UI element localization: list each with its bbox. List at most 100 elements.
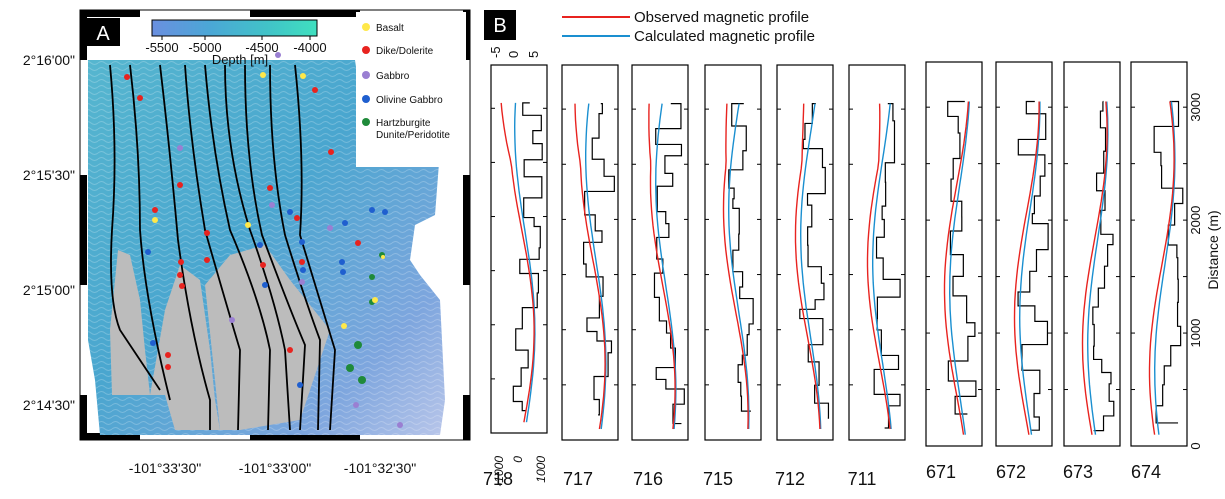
legend-marker [362, 71, 370, 79]
latitude-label: 2°15'30" [23, 167, 75, 183]
magnetization-steps [583, 103, 615, 416]
latitude-label: 2°14'30" [23, 397, 75, 413]
magnetization-steps [1153, 100, 1184, 424]
colorbar-tick-label: -5500 [145, 40, 178, 55]
distance-tick-label: 1000 [1188, 319, 1203, 348]
calculated-profile-line [585, 103, 607, 430]
legend-label: Basalt [376, 23, 404, 34]
bottom-axis-tick-label: -1000 [492, 456, 506, 487]
observed-profile-line [722, 103, 749, 430]
bottom-axis-tick-label: 1000 [534, 456, 548, 483]
profile-715: 715 [703, 64, 762, 489]
profile-673: 673 [1063, 61, 1121, 482]
top-axis-tick-label: 5 [526, 51, 541, 58]
panel-a-map: A -5500 -5000 -4500 -4000 Depth [m] Basalt D… [23, 9, 471, 476]
calculated-profile-line [1086, 101, 1109, 435]
calculated-profile-line [513, 102, 536, 423]
observed-profile-line [794, 103, 821, 430]
magnetization-steps [947, 100, 977, 415]
latitude-label: 2°15'00" [23, 282, 75, 298]
colorbar-tick-label: -5000 [188, 40, 221, 55]
profile-718: 718 [483, 64, 548, 489]
profile-frame [490, 64, 548, 434]
magnetization-steps [512, 102, 543, 412]
profile-legend: Observed magnetic profile Calculated magn… [562, 9, 815, 45]
panel-b-profiles: B Observed magnetic profile Calculated ma… [483, 9, 1221, 489]
observed-profile-line [1148, 101, 1175, 435]
profile-label: 717 [563, 469, 593, 489]
profile-panels: 718 717 716 715 712 711 671 672 673 674-5 0 5-1000 0… [483, 46, 1188, 489]
distance-tick-label: 3000 [1188, 93, 1203, 122]
distance-axis: 0 1000 2000 3000 [1188, 93, 1203, 450]
panel-b-label-box [484, 10, 516, 40]
profile-legend-label: Observed magnetic profile [634, 9, 809, 26]
colorbar-ticks: -5500 -5000 -4500 -4000 [145, 36, 327, 55]
calculated-profile-line [799, 103, 822, 430]
map-border-ticks [80, 10, 470, 440]
profile-frame [925, 61, 983, 447]
bottom-axis-tick-label: 0 [511, 456, 525, 463]
profile-711: 711 [848, 64, 906, 489]
observed-profile-line [943, 101, 970, 435]
colorbar-label: Depth [m] [212, 52, 268, 67]
sample-legend-box [356, 12, 466, 167]
calculated-profile-line [1153, 101, 1176, 435]
top-axis-tick-label: 0 [506, 51, 521, 58]
legend-marker [362, 118, 370, 126]
profile-label: 711 [848, 469, 877, 489]
legend-marker [362, 46, 370, 54]
calculated-profile-line [948, 101, 970, 435]
observed-profile-line [866, 103, 891, 430]
ship-tracks [109, 64, 336, 431]
observed-profile-line [648, 103, 676, 430]
panel-b-label: B [493, 15, 506, 37]
depth-colorbar [151, 19, 318, 37]
profile-frame [631, 64, 689, 441]
profile-716: 716 [631, 64, 689, 489]
profile-label: 712 [775, 469, 805, 489]
calculated-profile-line [872, 103, 892, 430]
magnetization-steps [1017, 100, 1049, 431]
profile-672: 672 [995, 61, 1053, 482]
profile-frame [561, 64, 619, 441]
observed-profile-line [1081, 101, 1108, 435]
legend-marker [362, 95, 370, 103]
profile-label: 716 [633, 469, 663, 489]
magnetization-steps [873, 103, 901, 429]
observed-profile-line [574, 103, 606, 430]
profile-label: 674 [1131, 462, 1161, 482]
distance-tick-label: 0 [1188, 442, 1203, 449]
longitude-labels: -101°33'30" -101°33'00" -101°32'30" [129, 460, 416, 476]
profile-718-axes: -5 0 5-1000 0 1000 [488, 46, 548, 486]
distance-axis-label: Distance (m) [1205, 210, 1221, 289]
legend-label: Dunite/Peridotite [376, 130, 450, 141]
top-axis-tick-label: -5 [488, 46, 503, 58]
legend-label: Hartzburgite [376, 118, 431, 129]
calculated-profile-line [727, 103, 750, 430]
profile-717: 717 [561, 64, 619, 489]
calculated-profile-line [654, 103, 677, 430]
legend-label: Dike/Dolerite [376, 46, 434, 57]
sample-legend: Basalt Dike/Dolerite Gabbro Olivine Gabbro H… [362, 23, 450, 141]
profile-frame [776, 64, 834, 441]
profile-label: 671 [926, 462, 956, 482]
panel-a-label: A [96, 23, 110, 45]
profile-label: 673 [1063, 462, 1093, 482]
longitude-label: -101°33'00" [239, 460, 311, 476]
calculated-profile-line [1018, 101, 1041, 435]
magnetization-steps [799, 103, 830, 419]
observed-profile-line [500, 102, 535, 423]
distance-tick-label: 2000 [1188, 206, 1203, 235]
profile-674: 674 [1130, 61, 1188, 482]
longitude-label: -101°33'30" [129, 460, 201, 476]
latitude-label: 2°16'00" [23, 52, 75, 68]
observed-profile-line [1013, 101, 1040, 435]
legend-marker [362, 23, 370, 31]
legend-label: Olivine Gabbro [376, 95, 443, 106]
colorbar-tick-label: -4000 [293, 40, 326, 55]
latitude-labels: 2°16'00" 2°15'30" 2°15'00" 2°14'30" [23, 52, 75, 413]
profile-712: 712 [775, 64, 834, 489]
longitude-label: -101°32'30" [344, 460, 416, 476]
profile-label: 672 [996, 462, 1026, 482]
